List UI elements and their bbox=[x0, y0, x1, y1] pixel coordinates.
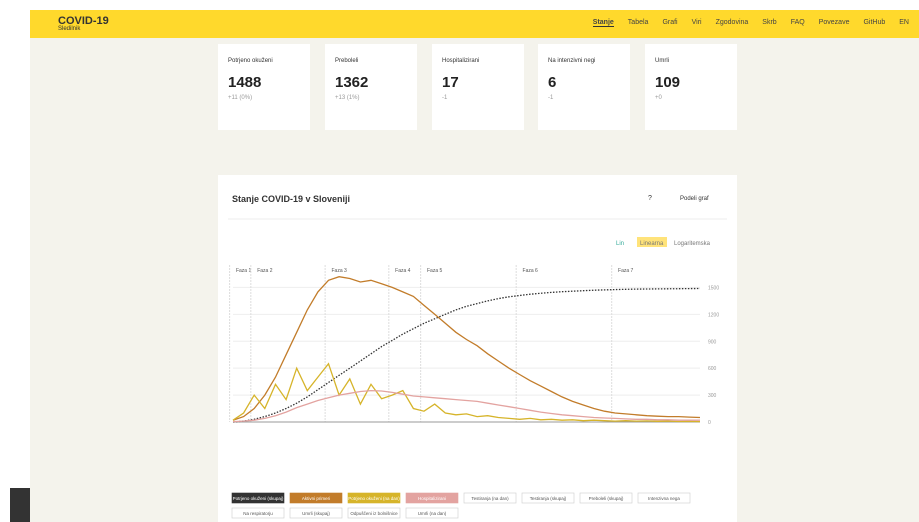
y-tick-label: 1500 bbox=[708, 285, 719, 291]
nav-item[interactable]: GitHub bbox=[863, 19, 886, 26]
card-title: Hospitalizirani bbox=[442, 58, 480, 64]
phase-label: Faza 4 bbox=[395, 268, 411, 274]
nav: Stanje Tabela Grafi Viri Zgodovina Skrb FAQ Pov… bbox=[592, 19, 909, 27]
y-tick-label: 900 bbox=[708, 339, 717, 345]
phase-label: Faza 3 bbox=[331, 268, 347, 274]
nav-item[interactable]: Stanje bbox=[592, 19, 614, 27]
stat-card: Potrjeno okuženi 1488 +11 (0%) bbox=[218, 44, 310, 130]
series-line bbox=[232, 389, 700, 423]
nav-item[interactable]: EN bbox=[899, 19, 909, 26]
app: COVID-19 Sledilnik Stanje Tabela Grafi Viri… bbox=[30, 10, 919, 522]
card-value: 6 bbox=[548, 74, 557, 91]
series-line bbox=[232, 276, 701, 421]
phase-label: Faza 5 bbox=[427, 268, 443, 274]
legend-button[interactable] bbox=[347, 507, 401, 519]
legend-button[interactable] bbox=[347, 492, 401, 504]
legend-button-label: Potrjeno okuženi (skupaj) bbox=[233, 496, 284, 501]
scale-button[interactable]: Lin bbox=[616, 241, 624, 247]
logo[interactable]: COVID-19 bbox=[58, 15, 109, 27]
card-title: Preboleli bbox=[335, 58, 359, 64]
stat-card: Na intenzivni negi 6 -1 bbox=[538, 44, 630, 130]
card-delta: -1 bbox=[548, 95, 554, 101]
stat-card: Preboleli 1362 +13 (1%) bbox=[325, 44, 417, 130]
legend-button-label: Umrli (na dan) bbox=[418, 511, 447, 516]
phase-label: Faza 7 bbox=[618, 268, 634, 274]
y-tick-label: 300 bbox=[708, 393, 717, 399]
legend-button[interactable] bbox=[289, 507, 343, 519]
legend-button[interactable] bbox=[637, 492, 691, 504]
card-value: 109 bbox=[655, 74, 681, 91]
card-delta: +11 (0%) bbox=[228, 95, 253, 101]
legend-button[interactable] bbox=[289, 492, 343, 504]
card-title: Potrjeno okuženi bbox=[228, 58, 273, 64]
scale-button[interactable]: Logaritemska bbox=[674, 241, 711, 247]
y-tick-label: 600 bbox=[708, 366, 717, 372]
card-title: Umrli bbox=[655, 58, 669, 64]
y-tick-label: 1200 bbox=[708, 312, 719, 318]
legend-button-label: Odpuščeni iz bolnišnice bbox=[350, 511, 398, 516]
legend-button[interactable] bbox=[405, 492, 459, 504]
card-value: 1362 bbox=[335, 74, 369, 91]
nav-item[interactable]: Tabela bbox=[627, 19, 649, 26]
logo-sub: Sledilnik bbox=[58, 26, 81, 32]
share[interactable]: Podeli graf bbox=[680, 196, 709, 202]
card-delta: -1 bbox=[442, 95, 448, 101]
side-block bbox=[10, 488, 30, 522]
nav-item[interactable]: Povezave bbox=[818, 19, 850, 26]
scale-button[interactable]: Linearna bbox=[640, 241, 664, 247]
legend-button[interactable] bbox=[405, 507, 459, 519]
card-value: 1488 bbox=[228, 74, 262, 91]
card-title: Na intenzivni negi bbox=[548, 58, 596, 64]
phase-label: Faza 6 bbox=[523, 268, 539, 274]
chart-title: Stanje COVID-19 v Sloveniji bbox=[232, 194, 350, 204]
legend-button-label: Testiranja (skupaj) bbox=[530, 496, 567, 501]
nav-item[interactable]: Zgodovina bbox=[715, 19, 749, 26]
card-delta: +13 (1%) bbox=[335, 95, 360, 101]
legend-button-label: Intenzivna nega bbox=[648, 496, 680, 501]
series-line bbox=[232, 362, 701, 423]
legend-button[interactable] bbox=[231, 492, 285, 504]
scale-button-bg bbox=[637, 237, 667, 247]
phase-label: Faza 2 bbox=[257, 268, 273, 274]
series-line bbox=[232, 287, 701, 423]
legend-button[interactable] bbox=[463, 492, 517, 504]
legend-button-label: Aktivni primeri bbox=[302, 496, 330, 501]
chart: Stanje COVID-19 v Sloveniji? Podeli graf L… bbox=[228, 194, 727, 519]
legend-button-label: Preboleli (skupaj) bbox=[589, 496, 624, 501]
nav-item[interactable]: FAQ bbox=[790, 19, 805, 26]
card-value: 17 bbox=[442, 74, 459, 91]
legend-button-label: Hospitalizirani bbox=[418, 496, 446, 501]
legend-button-label: Testiranja (na dan) bbox=[471, 496, 509, 501]
y-tick-label: 0 bbox=[708, 420, 711, 426]
help[interactable]: ? bbox=[648, 195, 652, 202]
stat-card: Umrli 109 +0 bbox=[645, 44, 737, 130]
legend-button[interactable] bbox=[231, 507, 285, 519]
legend-button-label: Potrjeno okuženi (na dan) bbox=[348, 496, 400, 501]
nav-item[interactable]: Skrb bbox=[762, 19, 777, 26]
legend-button-label: Umrli (skupaj) bbox=[302, 511, 330, 516]
legend-button[interactable] bbox=[579, 492, 633, 504]
chart-panel: Stanje COVID-19 v Sloveniji? Podeli graf L… bbox=[218, 175, 737, 522]
legend-button[interactable] bbox=[521, 492, 575, 504]
card-delta: +0 bbox=[655, 95, 662, 101]
nav-item[interactable]: Grafi bbox=[662, 19, 678, 26]
legend-button-label: Na respiratorju bbox=[243, 511, 273, 516]
phase-label: Faza 1 bbox=[236, 268, 252, 274]
stat-card: Hospitalizirani 17 -1 bbox=[432, 44, 524, 130]
nav-item[interactable]: Viri bbox=[691, 19, 702, 26]
header: COVID-19 Sledilnik Stanje Tabela Grafi Viri… bbox=[30, 10, 919, 38]
